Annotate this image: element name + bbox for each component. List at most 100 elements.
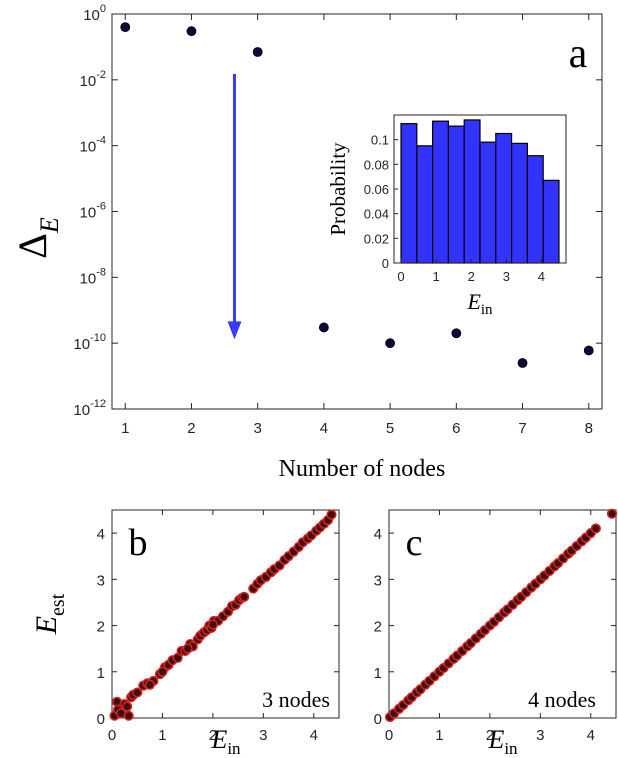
panel-c-xtick-label: 4 [587, 727, 595, 744]
panel-a-xtick-label: 6 [452, 420, 460, 437]
inset-bar [432, 120, 450, 264]
panel-c: 0 1 2 3 4 0 1 2 3 4 c 4 nodes Ein [374, 508, 618, 758]
svg-text:ΔE: ΔE [10, 217, 64, 259]
inset-bar [416, 145, 434, 264]
panel-c-point [606, 508, 618, 519]
panel-a-xlabel: Number of nodes [279, 456, 446, 482]
panel-c-ticks: 0 1 2 3 4 0 1 2 3 4 [374, 510, 616, 744]
panel-a-xtick-label: 7 [518, 420, 526, 437]
panel-a-xtick-label: 3 [254, 420, 262, 437]
panel-c-xtick-label: 2 [486, 727, 494, 744]
panel-b-xtick-label: 1 [158, 727, 166, 744]
panel-b-points [109, 509, 337, 721]
panel-c-point [590, 523, 601, 534]
panel-a-point [451, 328, 462, 339]
panel-c-xtick-label: 0 [385, 727, 393, 744]
panel-b-xtick-label: 2 [209, 727, 217, 744]
panel-b-xtick-label: 0 [108, 727, 116, 744]
inset-bars [400, 119, 560, 264]
panel-a-ytick-label: 10-10 [73, 332, 106, 353]
panel-a-arrow [227, 74, 242, 340]
inset-ytick-label: 0.02 [364, 231, 389, 246]
panel-a-xtick-label: 8 [585, 420, 593, 437]
inset-ytick-label: 0.08 [364, 157, 389, 172]
panel-a-point [583, 345, 594, 356]
svg-text:Ein: Ein [210, 725, 241, 758]
panel-b-point [132, 687, 143, 698]
panel-a-xtick-label: 2 [187, 420, 195, 437]
panel-a-point [252, 47, 263, 57]
panel-a-ylabel: ΔE [10, 217, 64, 259]
panel-b-point [123, 710, 134, 721]
panel-c-ytick-label: 4 [374, 526, 382, 543]
panel-a-points [120, 22, 594, 368]
panel-a-point [120, 22, 131, 32]
panel-a-xtick-label: 1 [121, 420, 129, 437]
inset-bar [479, 141, 497, 264]
panel-c-annotation: 4 nodes [528, 687, 596, 712]
panel-a-ytick-label: 10-2 [80, 69, 106, 90]
inset-xtick-label: 1 [433, 269, 440, 284]
inset-xlabel: Ein [466, 289, 493, 318]
panel-a-ytick-label: 10-12 [73, 398, 106, 419]
panel-a-label: a [569, 31, 588, 77]
panel-c-label: c [406, 522, 423, 564]
inset-bar [400, 123, 418, 264]
panel-c-xtick-label: 3 [536, 727, 544, 744]
inset-ticks: 0 1 2 3 4 0 0.02 0.04 0.06 0.08 0.1 [364, 133, 545, 284]
inset-bar [542, 179, 560, 264]
inset-ylabel: Probability [326, 142, 350, 236]
panel-b-xlabel: Ein [210, 725, 241, 758]
inset-ytick-label: 0.1 [371, 133, 389, 148]
svg-text:Ein: Ein [466, 289, 493, 318]
panel-c-ytick-label: 2 [374, 619, 382, 636]
panel-b-point [207, 619, 218, 630]
inset-xtick-label: 4 [538, 269, 545, 284]
panel-a-ytick-label: 10-6 [80, 201, 106, 222]
panel-a-xtick-label: 4 [320, 420, 328, 437]
inset-frame [393, 114, 567, 264]
panel-b-point [182, 643, 193, 654]
panel-c-ytick-label: 1 [374, 665, 382, 682]
panel-b-ytick-label: 0 [97, 711, 105, 728]
panel-c-xlabel: Ein [487, 725, 518, 758]
panel-b-point [144, 679, 155, 690]
svg-text:Ein: Ein [487, 725, 518, 758]
panel-a-ytick-label: 10-4 [80, 135, 106, 156]
panel-b-annotation: 3 nodes [262, 687, 330, 712]
panel-b-point [326, 509, 337, 520]
panel-b-label: b [129, 522, 148, 564]
panel-b-point [122, 701, 133, 712]
inset-bar [526, 155, 544, 264]
svg-text:Eest: Eest [30, 593, 69, 635]
panel-a-point [186, 26, 197, 37]
inset-ytick-label: 0.04 [364, 207, 389, 222]
inset-histogram: 0 1 2 3 4 0 0.02 0.04 0.06 0.08 0.1 Probability Ei… [326, 114, 567, 318]
inset-bar [495, 132, 513, 264]
panel-c-xtick-label: 1 [435, 727, 443, 744]
panel-b-ytick-label: 3 [97, 572, 105, 589]
panel-a-point [318, 322, 329, 333]
panel-b-point [157, 666, 168, 677]
panel-b-ylabel: Eest [30, 593, 69, 635]
panel-b-ytick-label: 2 [97, 619, 105, 636]
panel-a-point [517, 358, 528, 368]
inset-ytick-label: 0 [382, 256, 389, 271]
inset-bar [447, 125, 465, 264]
panel-c-ytick-label: 3 [374, 572, 382, 589]
panel-b-xtick-label: 4 [310, 727, 318, 744]
panel-a-ytick-label: 100 [83, 3, 106, 24]
inset-xtick-label: 0 [397, 269, 404, 284]
panel-a-frame [111, 13, 603, 410]
panel-a-ytick-label: 10-8 [80, 266, 106, 287]
panel-b-ytick-label: 1 [97, 665, 105, 682]
inset-bar [463, 119, 481, 264]
inset-xtick-label: 2 [468, 269, 475, 284]
panel-b-xtick-label: 3 [259, 727, 267, 744]
panel-b-point [239, 591, 250, 602]
panel-a-point [385, 338, 396, 349]
arrow-head [227, 321, 242, 340]
